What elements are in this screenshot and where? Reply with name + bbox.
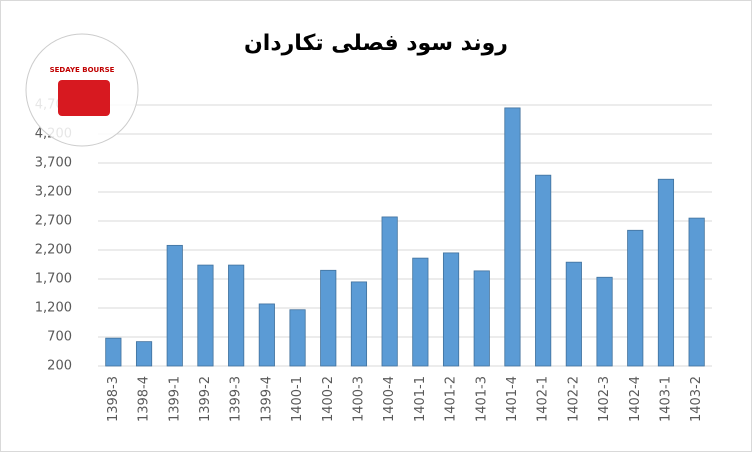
x-tick-label: 1399-4 <box>259 376 274 422</box>
y-tick-label: 700 <box>47 330 72 345</box>
bar <box>289 309 306 367</box>
bar <box>473 270 490 367</box>
x-tick-label: 1402-1 <box>536 376 551 422</box>
y-tick-label: 2,200 <box>35 243 72 258</box>
x-tick-label: 1400-4 <box>382 376 397 422</box>
bar <box>412 257 429 367</box>
bar <box>197 264 214 367</box>
bar <box>565 261 582 367</box>
y-tick-label: 200 <box>47 359 72 374</box>
bar <box>596 276 613 367</box>
bar <box>166 244 183 367</box>
y-tick-label: 3,200 <box>35 185 72 200</box>
x-tick-label: 1401-4 <box>505 376 520 422</box>
x-tick-label: 1402-3 <box>597 376 612 422</box>
logo: SEDAYE BOURSE <box>25 33 139 147</box>
bar <box>504 107 521 367</box>
bar <box>442 252 460 367</box>
x-tick-label: 1401-3 <box>474 376 489 422</box>
bar <box>627 229 644 367</box>
x-tick-label: 1402-4 <box>628 376 643 422</box>
x-tick-label: 1403-2 <box>689 376 704 422</box>
bar <box>135 341 153 367</box>
x-tick-label: 1398-4 <box>137 376 152 422</box>
x-tick-label: 1403-1 <box>658 376 673 422</box>
chart-title: روند سود فصلی تکاردان <box>244 31 508 56</box>
x-tick-label: 1402-2 <box>566 376 581 422</box>
x-tick-label: 1400-3 <box>351 376 366 422</box>
bar <box>688 217 705 367</box>
x-tick-label: 1400-2 <box>321 376 336 422</box>
bar <box>535 174 552 367</box>
x-tick-label: 1400-1 <box>290 376 305 422</box>
bar <box>320 269 337 367</box>
x-tick-label: 1399-1 <box>167 376 182 422</box>
logo-mark <box>58 80 110 116</box>
bar <box>350 281 368 367</box>
y-tick-label: 1,200 <box>35 301 72 316</box>
y-tick-label: 2,700 <box>35 214 72 229</box>
y-tick-label: 1,700 <box>35 272 72 287</box>
x-tick-label: 1399-3 <box>229 376 244 422</box>
y-tick-label: 3,700 <box>35 156 72 171</box>
bar <box>258 303 275 367</box>
bar <box>228 264 245 367</box>
logo-text: SEDAYE BOURSE <box>50 66 115 74</box>
bar <box>381 216 398 367</box>
x-tick-label: 1401-2 <box>444 376 459 422</box>
plot-area: 2007001,2001,7002,2002,7003,2003,7004,20… <box>35 98 712 422</box>
x-tick-label: 1401-1 <box>413 376 428 422</box>
bar <box>105 337 122 367</box>
x-tick-label: 1398-3 <box>106 376 121 422</box>
bar <box>657 178 675 367</box>
x-tick-label: 1399-2 <box>198 376 213 422</box>
